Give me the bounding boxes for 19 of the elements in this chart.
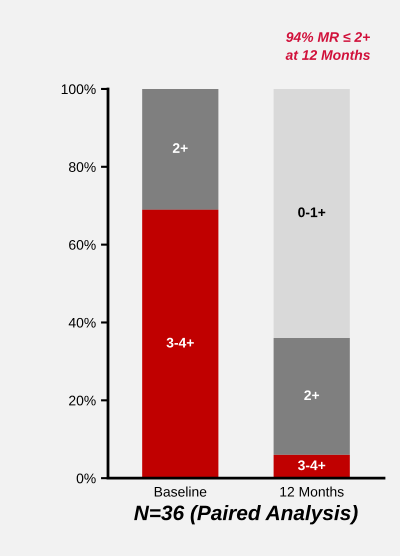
x-tick-label: 12 Months (280, 486, 344, 497)
bar (142, 88, 218, 210)
y-tick-label: 80% (69, 162, 96, 172)
bar (274, 338, 350, 455)
x-axis-title: N=36 (Paired Analysis) (134, 504, 358, 524)
text: 94% MR ≤ 2+ at 12 Months (286, 32, 370, 60)
bar (142, 210, 218, 478)
y-tick-label: 40% (68, 318, 96, 328)
y-tick-label: 0% (76, 473, 96, 484)
bar (274, 88, 350, 338)
x-tick-label: Baseline (154, 486, 206, 497)
series-label: 3-4+ (298, 460, 326, 470)
text: 3-4+ (166, 338, 194, 348)
y-tick-label: 100% (62, 84, 96, 94)
y-tick-label: 60% (69, 240, 96, 250)
series-label: 2+ (304, 390, 320, 400)
series-label: 0-1+ (298, 207, 326, 218)
text: 2+ (172, 143, 188, 153)
y-tick-label: 20% (69, 396, 96, 406)
